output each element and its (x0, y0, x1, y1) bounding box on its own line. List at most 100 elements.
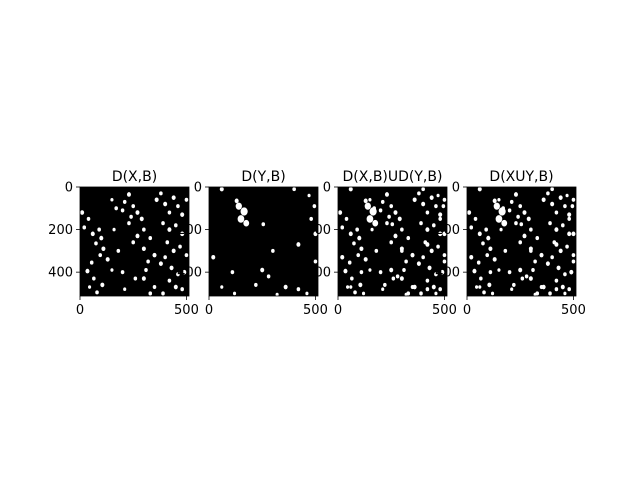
image-blob (211, 254, 216, 260)
image-blob (90, 231, 95, 237)
image-blob (434, 272, 438, 277)
image-blob (436, 193, 440, 198)
image-blob (127, 221, 131, 226)
image-blob (346, 285, 350, 289)
x-tick-label: 500 (303, 303, 328, 318)
image-blob (169, 265, 174, 271)
image-blob (541, 197, 546, 203)
image-blob (393, 233, 398, 239)
image-blob (541, 284, 546, 290)
image-blob (141, 246, 146, 252)
image-blob (163, 255, 167, 260)
image-blob (88, 285, 92, 289)
image-blob (529, 227, 533, 232)
image-blob (383, 282, 387, 287)
image-blob (174, 223, 178, 228)
image-blob (110, 268, 114, 272)
image-blob (141, 276, 146, 281)
image-blob (176, 204, 180, 209)
image-blob (122, 199, 127, 204)
x-tick-label: 0 (205, 303, 213, 318)
image-blob (348, 231, 353, 237)
image-blob (497, 268, 501, 272)
image-blob (563, 272, 567, 277)
image-blob (440, 269, 445, 275)
image-blob (412, 284, 417, 290)
image-blob (513, 192, 518, 197)
y-tick-label: 0 (323, 181, 331, 196)
image-blob (492, 257, 497, 262)
image-blob (558, 195, 563, 200)
image-blob (482, 290, 486, 295)
image-blob (507, 270, 512, 275)
image-blob (475, 285, 479, 289)
image-blob (240, 207, 248, 216)
image-blob (131, 240, 136, 245)
image-blob (477, 187, 482, 192)
image-blob (307, 193, 311, 198)
image-blob (510, 287, 514, 291)
image-blob (529, 248, 533, 253)
image-blob (512, 282, 516, 287)
image-blob (184, 197, 189, 202)
image-blob (338, 210, 343, 215)
image-blob (438, 231, 443, 237)
image-blob (344, 216, 349, 221)
image-blob (472, 268, 477, 274)
image-blob (99, 235, 104, 241)
image-blob (167, 278, 172, 283)
image-blob (385, 221, 389, 226)
image-blob (92, 276, 96, 281)
image-blob (565, 244, 569, 249)
image-blob (374, 248, 379, 253)
image-blobs (338, 187, 447, 296)
image-blob (100, 282, 105, 288)
x-tick-label: 0 (76, 303, 84, 318)
image-blob (495, 215, 503, 223)
image-blob (94, 241, 98, 246)
image-blob (558, 248, 563, 254)
y-tick-label: 0 (65, 181, 73, 196)
image-blob (368, 197, 372, 202)
image-blob (397, 216, 402, 222)
image-blob (431, 284, 436, 290)
image-blob (378, 208, 383, 213)
image-blob (129, 214, 133, 219)
image-blob (372, 219, 379, 227)
image-blob (378, 270, 383, 275)
image-blob (570, 204, 575, 209)
image-blob (476, 260, 481, 265)
subplot-title: D(X,B) (112, 169, 157, 185)
image-blob (519, 222, 524, 227)
image-blob (478, 285, 482, 289)
image-blob (384, 192, 389, 197)
image-blob (571, 253, 576, 258)
image-blob (497, 197, 501, 202)
image-blob (545, 261, 550, 266)
image-blob (438, 216, 442, 221)
image-blob (514, 221, 518, 226)
image-background (209, 187, 318, 296)
image-blob (442, 253, 447, 258)
image-blob (309, 216, 313, 221)
image-blob (105, 257, 110, 262)
image-blob (518, 240, 523, 245)
image-blob (434, 204, 438, 209)
subplot-d-xuy-b: D(XUY,B) 0 500 0 200 400 (435, 169, 586, 318)
image-blob (565, 193, 569, 198)
image-blob (110, 197, 114, 202)
image-blob (503, 248, 508, 253)
image-blob (353, 290, 357, 295)
subplot-title: D(Y,B) (241, 169, 285, 185)
image-blob (481, 241, 485, 246)
image-blob (369, 207, 377, 216)
image-blob (357, 235, 362, 241)
image-blob (86, 216, 91, 221)
y-tick-label: 400 (435, 266, 460, 281)
image-blob (477, 231, 482, 237)
image-blob (355, 227, 359, 232)
image-blob (220, 285, 224, 289)
image-blob (531, 267, 535, 273)
image-blob (235, 202, 242, 210)
image-blobs (80, 191, 189, 296)
